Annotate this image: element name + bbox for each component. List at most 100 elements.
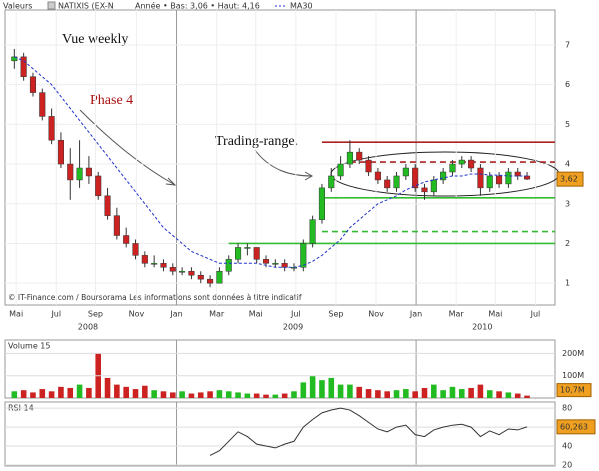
volume-bar: [114, 384, 120, 398]
arrow-head: [304, 171, 314, 181]
volume-bar: [496, 391, 502, 398]
candle-body: [76, 167, 83, 181]
candle-body: [132, 243, 139, 256]
volume-bar: [477, 384, 484, 398]
candle-body: [384, 179, 391, 189]
x-tick-label: Jul: [290, 310, 301, 319]
candle-body: [188, 271, 195, 276]
candle-body: [225, 259, 232, 272]
candle-body: [29, 76, 37, 93]
volume-tick-label: 100M: [562, 371, 584, 380]
candle-body: [262, 259, 270, 264]
volume-bar: [67, 387, 74, 398]
candle-body: [253, 247, 260, 260]
candle-body: [151, 263, 158, 265]
volume-bar: [170, 392, 176, 398]
volume-bar: [356, 386, 363, 398]
rsi-last-label: 60,263: [560, 422, 588, 431]
volume-bar: [393, 390, 400, 398]
y-tick-label: 1: [565, 279, 570, 288]
year-label: 2009: [283, 323, 303, 332]
footer: © IT-Finance.com / Boursorama Les inform…: [8, 293, 302, 302]
x-tick-label: Sep: [328, 310, 343, 319]
year-label: 2010: [472, 323, 492, 332]
candle-body: [48, 116, 55, 141]
volume-tick-label: 200M: [562, 349, 584, 358]
candle-body: [104, 195, 111, 216]
rsi-last-box: [556, 419, 596, 435]
annotation: Phase 4: [90, 93, 133, 108]
candle-body: [328, 175, 335, 189]
volume-bar: [142, 385, 148, 398]
x-tick-label: Nov: [368, 310, 384, 319]
x-tick-label: Sep: [88, 310, 103, 319]
candle-body: [337, 163, 344, 177]
volume-bar: [337, 384, 344, 398]
volume-bar: [384, 391, 390, 398]
candle-body: [496, 175, 503, 185]
candle-body: [95, 175, 102, 197]
volume-bar: [30, 392, 36, 398]
volume-bar: [263, 394, 269, 398]
candle-body: [20, 56, 27, 77]
candle-body: [216, 271, 223, 284]
candle-body: [67, 163, 74, 181]
candle-body: [300, 243, 307, 268]
volume-bar: [505, 392, 512, 398]
rsi-tick-label: 40: [562, 442, 572, 451]
candle-body: [430, 179, 437, 193]
rsi-panel: [4, 401, 556, 467]
candle-body: [468, 159, 475, 169]
candle-body: [421, 187, 428, 193]
volume-bar: [104, 377, 111, 398]
x-tick-label: Mai: [488, 310, 502, 319]
volume-bar: [48, 391, 55, 398]
ma30-line: [14, 56, 528, 268]
volume-bar: [86, 387, 92, 398]
volume-bar: [179, 391, 185, 398]
x-tick-label: Mar: [209, 310, 225, 319]
volume-bar: [272, 394, 279, 398]
volume-bar: [449, 386, 456, 398]
header-range: Année • Bas: 3,06 • Haut: 4,16: [135, 1, 260, 11]
candle-body: [179, 271, 186, 273]
rsi-line: [209, 407, 528, 456]
arrow-head: [165, 177, 177, 186]
candle-body: [309, 219, 316, 244]
y-tick-label: 7: [565, 40, 570, 49]
candle-body: [244, 247, 251, 249]
x-tick-label: Jan: [169, 310, 182, 319]
candle-body: [402, 167, 409, 177]
price-panel: [4, 9, 556, 306]
candle-body: [477, 167, 484, 189]
volume-bar: [188, 393, 195, 398]
volume-bar: [151, 390, 157, 398]
candle-body: [374, 171, 381, 181]
candle-body: [123, 235, 130, 244]
candle-body: [235, 247, 242, 260]
volume-bar: [468, 387, 474, 398]
volume-bar: [300, 382, 307, 398]
candle-body: [57, 139, 64, 165]
volume-bar: [319, 380, 325, 398]
candle-body: [523, 175, 531, 180]
candle-body: [160, 263, 167, 268]
candle-body: [39, 92, 46, 117]
volume-last-box: [556, 383, 592, 398]
arrow: [254, 149, 313, 177]
x-tick-label: Jul: [50, 310, 61, 319]
rsi-tick-label: 80: [562, 404, 572, 413]
volume-bar: [458, 389, 465, 398]
candle-body: [505, 171, 512, 185]
last-price-box: [556, 171, 584, 187]
volume-bar: [347, 384, 353, 398]
volume-bar: [20, 390, 27, 398]
volume-bar: [421, 387, 428, 398]
volume-bar: [235, 392, 241, 398]
x-tick-label: Mai: [9, 310, 23, 319]
volume-bar: [132, 389, 139, 398]
candle-body: [514, 171, 521, 177]
candle-body: [365, 159, 372, 173]
volume-bar: [11, 391, 18, 398]
